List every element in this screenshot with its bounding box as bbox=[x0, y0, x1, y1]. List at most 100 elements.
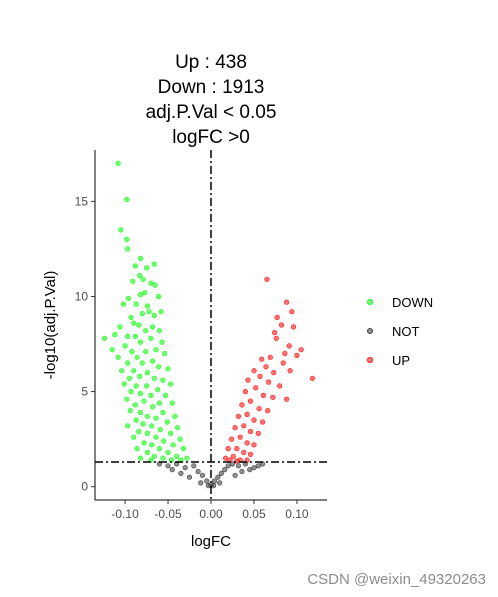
data-point bbox=[247, 467, 253, 473]
data-point bbox=[142, 290, 148, 296]
data-point bbox=[115, 160, 121, 166]
data-point bbox=[158, 309, 164, 315]
data-point bbox=[144, 449, 150, 456]
data-point bbox=[131, 434, 137, 440]
data-point bbox=[241, 449, 247, 456]
data-point bbox=[280, 360, 286, 366]
data-point bbox=[223, 455, 229, 461]
data-point bbox=[165, 366, 171, 372]
legend-swatch-down bbox=[366, 298, 373, 305]
data-point bbox=[230, 453, 236, 459]
data-point bbox=[225, 463, 231, 469]
data-point bbox=[260, 392, 267, 399]
legend-label-down: DOWN bbox=[392, 295, 433, 310]
data-point bbox=[143, 349, 149, 355]
data-point bbox=[156, 328, 162, 334]
data-point bbox=[156, 400, 162, 406]
series-up bbox=[223, 276, 316, 464]
data-point bbox=[239, 468, 245, 475]
data-point bbox=[136, 322, 142, 328]
data-point bbox=[137, 339, 144, 345]
data-point bbox=[222, 467, 228, 473]
data-point bbox=[130, 278, 136, 284]
title-line: Down : 1913 bbox=[158, 77, 265, 98]
data-point bbox=[137, 409, 144, 416]
data-point bbox=[150, 324, 156, 330]
data-point bbox=[235, 413, 242, 419]
data-point bbox=[151, 453, 157, 459]
data-point bbox=[255, 463, 261, 469]
data-point bbox=[160, 455, 166, 461]
x-tick-label: -0.05 bbox=[154, 507, 182, 521]
data-point bbox=[287, 368, 293, 374]
data-point bbox=[211, 478, 217, 484]
data-point bbox=[160, 377, 166, 383]
data-point bbox=[156, 364, 162, 370]
data-point bbox=[234, 446, 240, 452]
data-point bbox=[115, 354, 121, 360]
data-point bbox=[148, 392, 154, 399]
data-point bbox=[151, 312, 157, 319]
axes: -0.10 -0.05 0.00 0.05 0.10 0 5 10 15 logFC -log10(… bbox=[42, 150, 327, 550]
data-point bbox=[247, 428, 254, 435]
data-point bbox=[151, 375, 157, 381]
legend: DOWN NOT UP bbox=[366, 295, 433, 368]
data-point bbox=[169, 467, 175, 473]
data-point bbox=[141, 398, 147, 404]
data-point bbox=[141, 440, 147, 446]
data-point bbox=[253, 385, 259, 391]
title-line: adj.P.Val < 0.05 bbox=[146, 102, 277, 123]
data-point bbox=[257, 373, 263, 380]
data-point bbox=[204, 478, 210, 484]
data-point bbox=[259, 356, 265, 362]
data-point bbox=[144, 265, 150, 271]
data-point bbox=[215, 474, 221, 480]
data-point bbox=[143, 328, 149, 334]
data-point bbox=[139, 311, 145, 317]
data-point bbox=[289, 309, 295, 315]
data-point bbox=[162, 350, 168, 357]
data-point bbox=[118, 227, 124, 233]
data-point bbox=[274, 314, 280, 321]
data-point bbox=[153, 415, 159, 421]
data-point bbox=[211, 483, 217, 489]
watermark: CSDN @weixin_49320263 bbox=[307, 571, 486, 588]
data-point bbox=[140, 421, 146, 427]
data-point bbox=[251, 417, 257, 423]
data-point bbox=[144, 413, 150, 419]
x-tick-label: -0.10 bbox=[111, 507, 139, 521]
data-point bbox=[244, 411, 250, 418]
data-point bbox=[153, 347, 159, 353]
data-point bbox=[139, 360, 145, 366]
data-point bbox=[109, 347, 115, 353]
data-point bbox=[267, 354, 273, 360]
y-tick-label: 15 bbox=[75, 194, 89, 208]
data-point bbox=[131, 320, 137, 326]
data-point bbox=[284, 396, 290, 402]
data-point bbox=[174, 425, 181, 431]
data-point bbox=[126, 375, 132, 381]
data-point bbox=[242, 389, 248, 395]
data-point bbox=[237, 434, 243, 440]
data-point bbox=[137, 373, 143, 380]
data-point bbox=[251, 368, 257, 374]
data-point bbox=[241, 423, 247, 429]
data-point bbox=[137, 272, 143, 279]
data-point bbox=[132, 263, 138, 269]
data-point bbox=[270, 394, 276, 400]
data-point bbox=[148, 335, 154, 341]
data-point bbox=[144, 430, 150, 437]
data-point bbox=[180, 446, 187, 452]
data-point bbox=[136, 428, 142, 435]
data-point bbox=[137, 455, 144, 461]
data-point bbox=[273, 335, 279, 341]
title-line: logFC >0 bbox=[172, 127, 250, 148]
data-point bbox=[140, 276, 146, 282]
data-point bbox=[271, 370, 277, 376]
data-point bbox=[128, 314, 134, 321]
data-point bbox=[256, 406, 262, 412]
data-point bbox=[127, 408, 133, 414]
data-point bbox=[294, 352, 300, 359]
series-not bbox=[156, 461, 266, 489]
